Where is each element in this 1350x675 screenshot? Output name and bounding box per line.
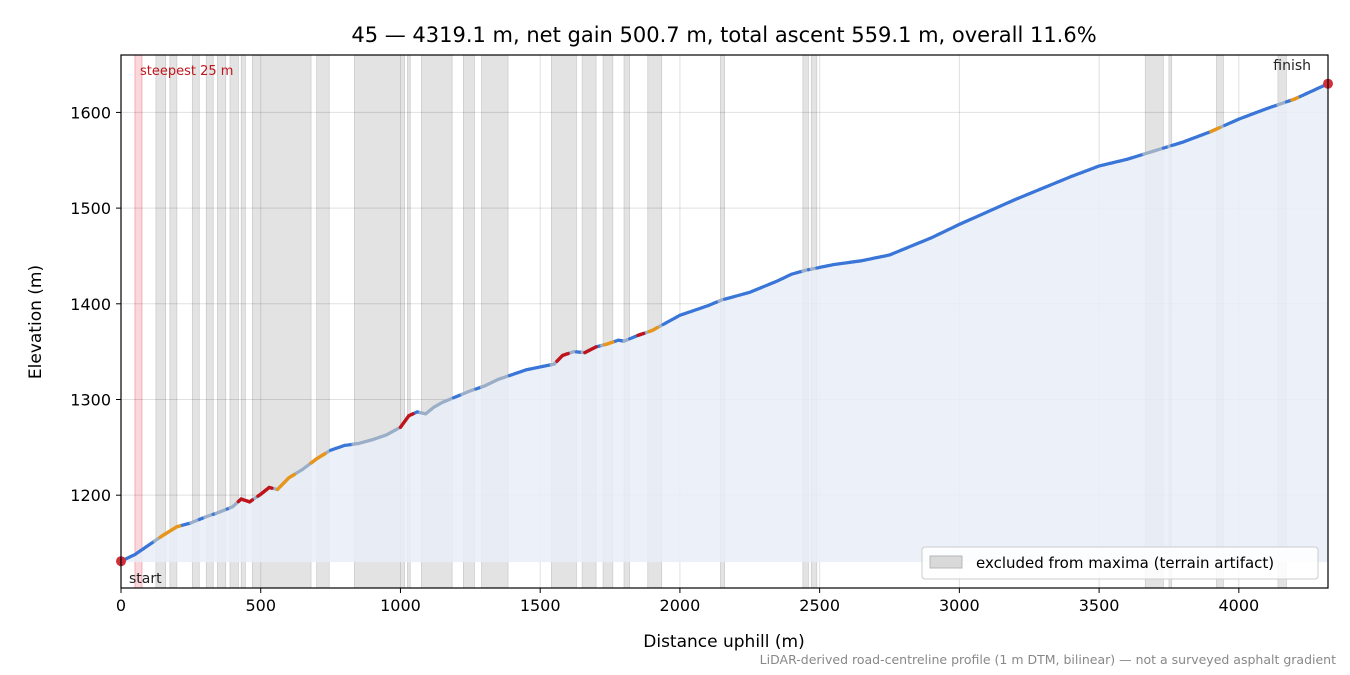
steep-segment xyxy=(583,345,598,355)
y-axis-ticks: 1200 1300 1400 1500 1600 xyxy=(70,103,121,505)
x-axis-label: Distance uphill (m) xyxy=(643,632,804,652)
steepest-label: steepest 25 m xyxy=(140,64,233,79)
excluded-region xyxy=(155,54,167,589)
steep-segment xyxy=(602,340,615,347)
steepest-region xyxy=(134,54,143,589)
plot-area xyxy=(116,54,1333,589)
profile-area-fill xyxy=(121,83,1328,563)
chart-title: 45 — 4319.1 m, net gain 500.7 m, total a… xyxy=(351,23,1096,47)
footnote: LiDAR-derived road-centreline profile (1… xyxy=(760,652,1336,667)
x-tick-label: 2500 xyxy=(799,596,840,615)
steep-segment xyxy=(275,472,296,492)
y-tick-label: 1400 xyxy=(70,295,111,314)
y-tick-label: 1300 xyxy=(70,390,111,409)
x-tick-label: 1000 xyxy=(380,596,421,615)
legend: excluded from maxima (terrain artifact) xyxy=(921,546,1319,580)
x-tick-label: 4000 xyxy=(1218,596,1259,615)
x-tick-label: 0 xyxy=(116,596,126,615)
steep-segment xyxy=(636,331,646,338)
profile-line xyxy=(119,82,1330,563)
steep-segment xyxy=(398,412,415,429)
x-axis-ticks: 0 500 1000 1500 2000 2500 3000 3500 4000 xyxy=(116,588,1259,615)
y-tick-label: 1500 xyxy=(70,199,111,218)
steep-segment xyxy=(236,497,255,504)
steep-segment xyxy=(1209,126,1221,134)
legend-box xyxy=(921,546,1319,580)
y-tick-label: 1200 xyxy=(70,486,111,505)
x-tick-label: 3000 xyxy=(939,596,980,615)
x-tick-label: 500 xyxy=(245,596,276,615)
plot-frame xyxy=(120,54,1329,589)
legend-swatch xyxy=(929,555,963,569)
steep-segment xyxy=(256,485,274,498)
x-tick-label: 1500 xyxy=(520,596,561,615)
steep-segment xyxy=(555,351,570,363)
x-tick-label: 2000 xyxy=(660,596,701,615)
steep-segment xyxy=(158,524,182,539)
y-axis-label: Elevation (m) xyxy=(26,265,46,379)
excluded-region xyxy=(205,54,214,589)
steep-segment xyxy=(309,451,327,465)
finish-label: finish xyxy=(1273,58,1311,74)
start-label: start xyxy=(129,571,162,587)
y-tick-label: 1600 xyxy=(70,103,111,122)
steep-segment xyxy=(647,325,660,334)
steepest-band xyxy=(134,54,143,589)
legend-label: excluded from maxima (terrain artifact) xyxy=(976,554,1274,572)
excluded-region xyxy=(217,54,227,589)
excluded-region xyxy=(191,54,200,589)
x-tick-label: 3500 xyxy=(1079,596,1120,615)
excluded-region xyxy=(169,54,178,589)
steep-segment xyxy=(1290,96,1300,102)
